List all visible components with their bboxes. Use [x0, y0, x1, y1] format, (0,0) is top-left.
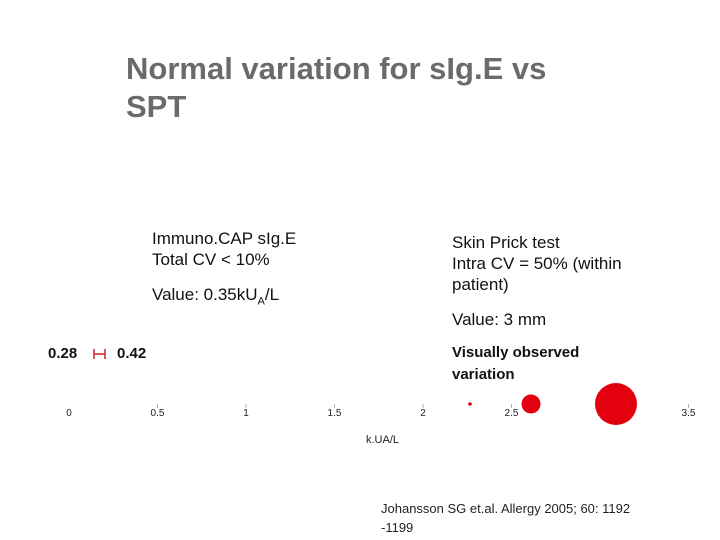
visual-variation-label: Visually observed variation: [452, 342, 579, 386]
immunocap-value-prefix: Value: 0.35kU: [152, 285, 258, 304]
axis-tick-label: 2: [420, 408, 426, 419]
immunocap-name: Immuno.CAP sIg.E: [152, 229, 297, 248]
axis-tick-label: 0: [66, 408, 72, 419]
slide-title: Normal variation for sIg.E vs SPT: [126, 50, 666, 126]
skin-prick-small-circle: [468, 402, 472, 406]
immunocap-block: Immuno.CAP sIg.E Total CV < 10% Value: 0…: [152, 228, 296, 312]
axis-tick-label: 1.5: [328, 408, 342, 419]
skin-prick-medium-circle: [521, 394, 541, 414]
axis-tick-label: 0.5: [151, 408, 165, 419]
immunocap-value-sub: A: [257, 295, 265, 308]
visual-line-1: Visually observed: [452, 344, 580, 361]
reference-citation: Johansson SG et.al. Allergy 2005; 60: 11…: [381, 499, 630, 537]
reference-line-2: -1199: [381, 520, 414, 535]
immunocap-value: Value: 0.35kUA/L: [152, 284, 296, 312]
reference-line-1: Johansson SG et.al. Allergy 2005; 60: 11…: [381, 501, 631, 516]
immunocap-cv: Total CV < 10%: [152, 250, 270, 269]
spt-name: Skin Prick test: [452, 233, 560, 252]
axis-tick-label: 3.5: [682, 408, 696, 419]
range-low-label: 0.28: [48, 345, 78, 362]
axis-unit-label: k.UA/L: [366, 434, 400, 446]
axis-tick-label: 2.5: [505, 408, 519, 419]
title-line-2: SPT: [126, 89, 187, 124]
spt-value: Value: 3 mm: [452, 310, 547, 329]
spt-cv-line2: patient): [452, 275, 509, 294]
axis-tick-label: 1: [243, 408, 249, 419]
range-high-label: 0.42: [117, 345, 147, 362]
spt-block: Skin Prick test Intra CV = 50% (within p…: [452, 232, 622, 330]
spt-cv-line1: Intra CV = 50% (within: [452, 254, 622, 273]
range-bar: [93, 349, 106, 359]
skin-prick-large-circle: [595, 383, 637, 425]
immunocap-value-suffix: /L: [264, 285, 280, 304]
visual-line-2: variation: [452, 366, 515, 383]
title-line-1: Normal variation for sIg.E vs: [126, 51, 547, 86]
